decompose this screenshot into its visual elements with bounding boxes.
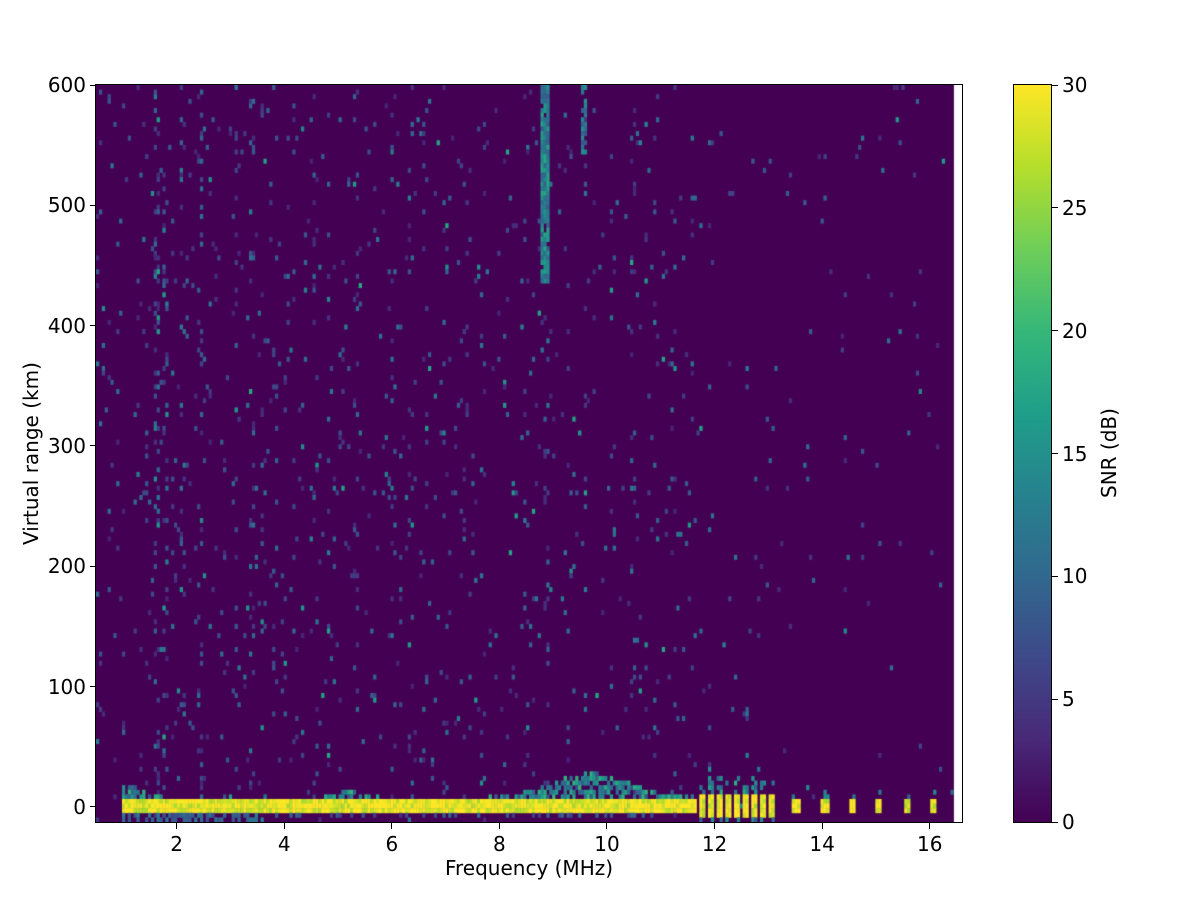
y-tick-label: 100 (47, 674, 86, 699)
colorbar-tick-label: 5 (1062, 687, 1075, 712)
y-tick-label: 0 (73, 794, 86, 819)
x-tick-mark (929, 823, 931, 829)
y-tick-mark (90, 325, 96, 327)
y-tick-label: 300 (47, 433, 86, 458)
colorbar-tick-mark (1052, 575, 1058, 577)
colorbar-tick-mark (1052, 698, 1058, 700)
y-tick-mark (90, 806, 96, 808)
x-tick-mark (283, 823, 285, 829)
x-tick-label: 8 (493, 832, 506, 856)
colorbar (1013, 84, 1052, 823)
y-tick-mark (90, 686, 96, 688)
colorbar-tick-label: 30 (1062, 73, 1088, 97)
colorbar-tick-mark (1052, 207, 1058, 209)
colorbar-tick-mark (1052, 453, 1058, 454)
y-tick-mark (90, 84, 96, 86)
y-tick-label: 600 (47, 73, 86, 97)
x-tick-mark (498, 823, 500, 829)
x-tick-label: 6 (385, 832, 399, 856)
colorbar-tick-label: 25 (1062, 195, 1088, 220)
x-axis-label: Frequency (MHz) (444, 856, 614, 880)
x-tick-label: 2 (170, 832, 184, 856)
y-tick-label: 400 (47, 313, 86, 338)
colorbar-tick-label: 15 (1062, 441, 1088, 466)
colorbar-tick-label: 10 (1062, 564, 1088, 589)
x-tick-mark (391, 823, 393, 829)
x-tick-label: 10 (594, 832, 620, 856)
x-tick-mark (176, 823, 178, 829)
x-tick-mark (606, 823, 608, 829)
x-tick-label: 4 (277, 832, 291, 856)
y-tick-mark (90, 565, 96, 567)
y-tick-label: 200 (47, 554, 86, 579)
colorbar-tick-mark (1052, 330, 1058, 332)
colorbar-tick-label: 20 (1062, 318, 1088, 343)
y-tick-mark (90, 204, 96, 206)
colorbar-tick-mark (1052, 84, 1058, 86)
x-tick-mark (714, 823, 716, 829)
x-tick-label: 16 (916, 832, 943, 856)
y-tick-label: 500 (47, 193, 86, 218)
colorbar-tick-label: 0 (1062, 810, 1075, 834)
x-tick-label: 12 (701, 832, 728, 856)
x-tick-label: 14 (809, 832, 835, 856)
x-tick-mark (821, 823, 823, 829)
y-tick-mark (90, 445, 96, 447)
colorbar-tick-mark (1052, 821, 1058, 823)
ionogram-heatmap (96, 85, 962, 822)
